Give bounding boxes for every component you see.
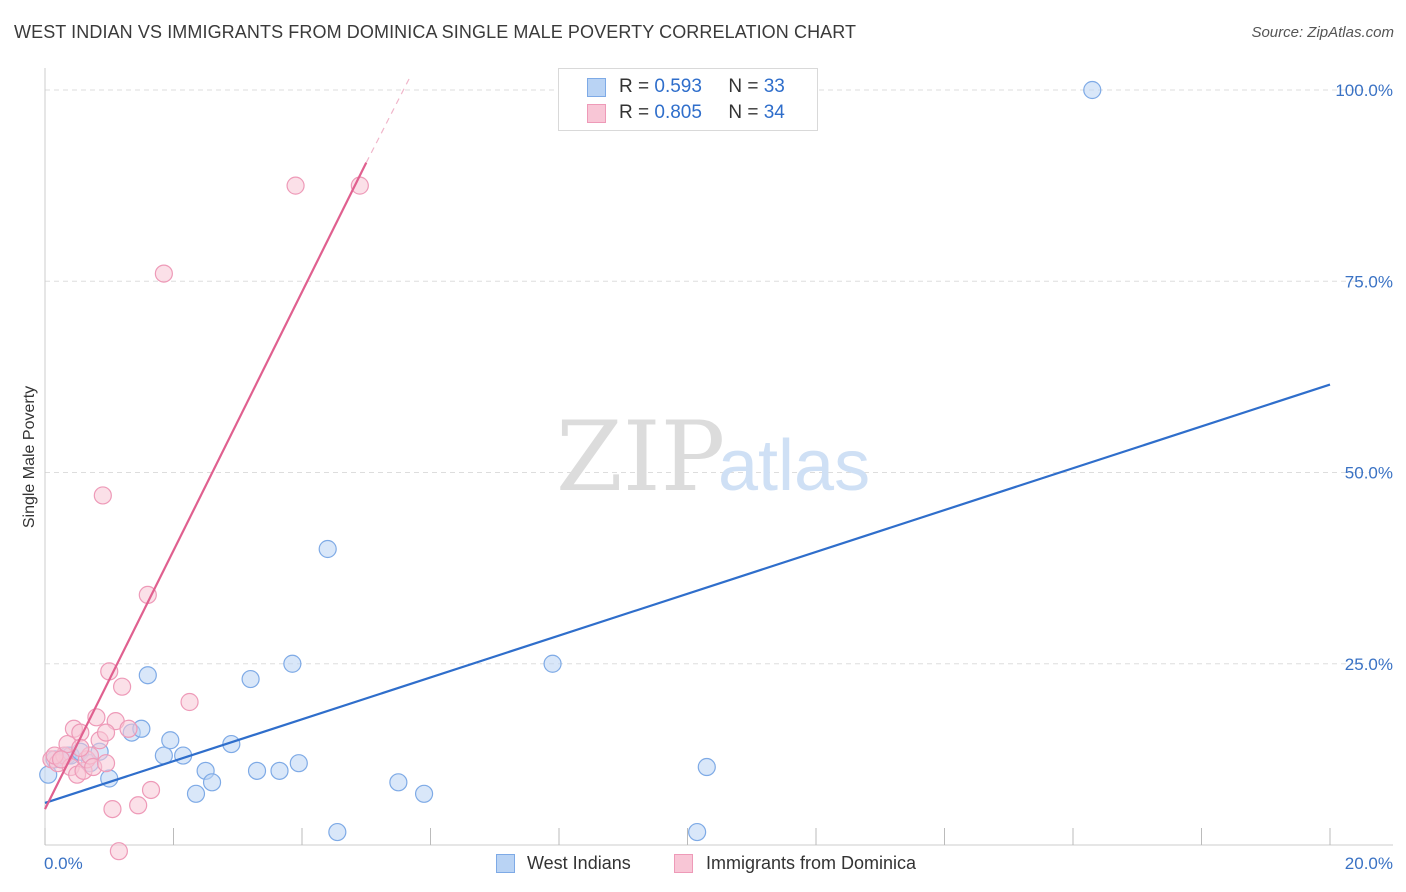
trend-line-dominica bbox=[44, 162, 368, 810]
legend-r-value: 0.593 bbox=[654, 76, 702, 97]
point-west-indians bbox=[688, 822, 707, 842]
point-west-indians bbox=[389, 773, 408, 792]
y-tick-label: 50.0% bbox=[1345, 464, 1393, 483]
legend-r-label: R = bbox=[619, 102, 650, 123]
point-west-indians bbox=[289, 754, 308, 773]
point-west-indians bbox=[414, 784, 434, 803]
point-dominica bbox=[93, 486, 112, 505]
source-label: Source: ZipAtlas.com bbox=[1251, 24, 1394, 41]
correlation-legend: R = 0.593 N = 33 R = 0.805 N = 34 bbox=[558, 68, 818, 131]
chart-title: WEST INDIAN VS IMMIGRANTS FROM DOMINICA … bbox=[14, 22, 857, 42]
point-dominica bbox=[154, 264, 173, 283]
y-tick-label: 100.0% bbox=[1335, 81, 1393, 100]
x-tick-label: 20.0% bbox=[1345, 854, 1393, 873]
point-dominica bbox=[109, 842, 128, 861]
watermark-atlas: atlas bbox=[718, 426, 870, 506]
series-dominica-points bbox=[42, 176, 369, 861]
point-west-indians bbox=[270, 761, 289, 780]
legend-n-label: N = bbox=[728, 76, 759, 97]
bottom-legend-label: West Indians bbox=[527, 853, 631, 873]
point-west-indians bbox=[283, 654, 302, 673]
y-tick-label: 25.0% bbox=[1345, 655, 1393, 674]
bottom-legend-swatch-blue bbox=[496, 854, 515, 873]
legend-swatch-blue bbox=[587, 78, 606, 97]
point-dominica bbox=[96, 754, 116, 773]
point-dominica bbox=[96, 723, 116, 742]
legend-n-value: 33 bbox=[763, 76, 785, 97]
point-dominica bbox=[180, 692, 199, 712]
y-tick-label: 75.0% bbox=[1345, 272, 1393, 291]
grid-lines bbox=[45, 89, 1370, 665]
bottom-legend-swatch-pink bbox=[674, 854, 693, 873]
point-west-indians bbox=[1083, 80, 1102, 100]
legend-n-value: 34 bbox=[763, 102, 785, 123]
point-west-indians bbox=[328, 822, 347, 842]
point-dominica bbox=[286, 176, 305, 195]
point-dominica bbox=[103, 799, 122, 819]
trend-lines bbox=[44, 74, 1331, 810]
point-west-indians bbox=[318, 539, 337, 559]
point-dominica bbox=[112, 677, 132, 696]
point-dominica bbox=[129, 796, 148, 815]
point-west-indians bbox=[202, 773, 222, 792]
watermark-zip: ZIP bbox=[556, 401, 725, 513]
point-west-indians bbox=[138, 666, 157, 685]
point-dominica bbox=[141, 780, 161, 800]
axes bbox=[44, 68, 1393, 846]
tick-labels: 25.0% 50.0% 75.0% 100.0% 0.0% 20.0% bbox=[44, 81, 1393, 873]
watermark: ZIP atlas bbox=[556, 401, 870, 513]
legend-r-value: 0.805 bbox=[654, 102, 702, 123]
point-west-indians bbox=[161, 731, 180, 750]
point-west-indians bbox=[697, 757, 716, 777]
legend-n-label: N = bbox=[728, 102, 759, 123]
trend-line-west-indians bbox=[44, 383, 1331, 805]
legend-r-label: R = bbox=[619, 76, 650, 97]
y-axis-label: Single Male Poverty bbox=[21, 386, 38, 528]
point-west-indians bbox=[186, 784, 206, 803]
point-dominica bbox=[119, 719, 138, 738]
point-west-indians bbox=[247, 761, 267, 780]
x-tick-label: 0.0% bbox=[44, 854, 83, 873]
point-west-indians bbox=[543, 654, 562, 673]
trend-line-dominica-extension bbox=[365, 74, 412, 163]
bottom-legend-label: Immigrants from Dominica bbox=[706, 853, 917, 873]
point-west-indians bbox=[241, 669, 260, 689]
legend-swatch-pink bbox=[587, 104, 606, 123]
